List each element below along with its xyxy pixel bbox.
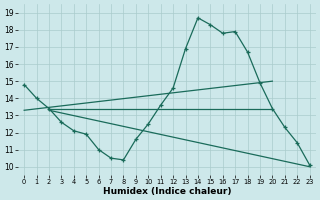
X-axis label: Humidex (Indice chaleur): Humidex (Indice chaleur)	[103, 187, 231, 196]
